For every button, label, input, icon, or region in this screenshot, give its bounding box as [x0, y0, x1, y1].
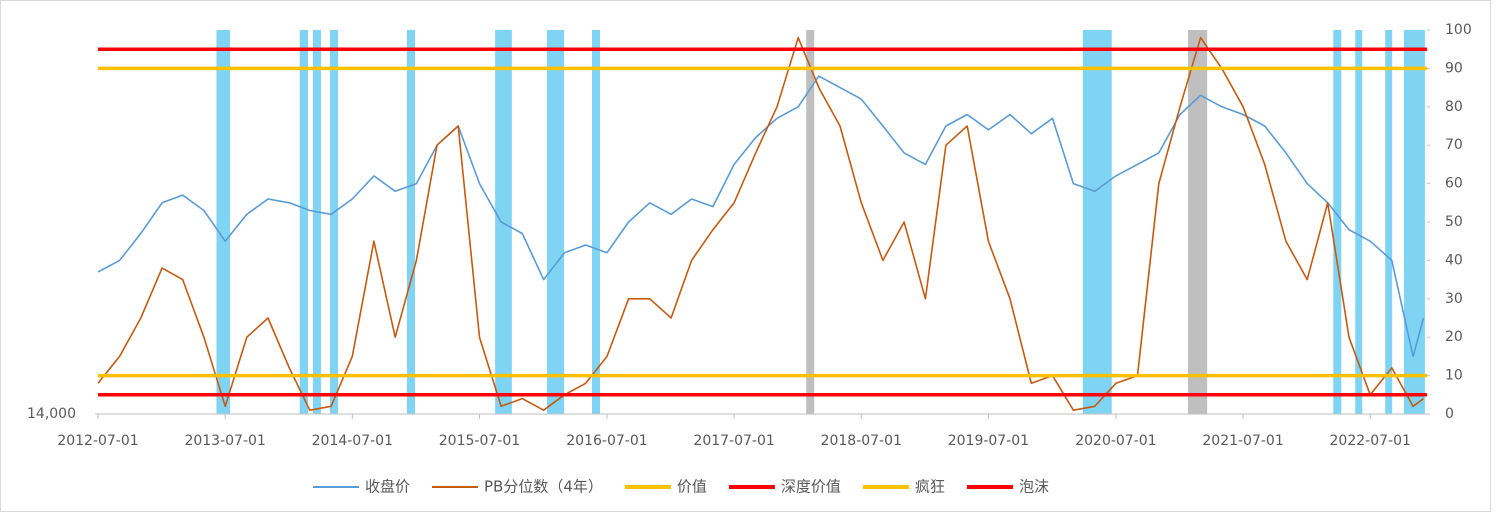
x-tick-label: 2016-07-01: [566, 433, 647, 449]
y2-tick-label: 20: [1445, 329, 1463, 345]
shaded-period: [216, 30, 231, 414]
y-tick-label: 14,000: [27, 406, 76, 422]
y2-tick-label: 50: [1445, 214, 1463, 230]
shaded-period: [1404, 30, 1425, 414]
shaded-period: [1188, 30, 1208, 414]
shaded-period: [406, 30, 416, 414]
shaded-period: [591, 30, 600, 414]
shaded-period: [312, 30, 321, 414]
y2-tick-label: 40: [1445, 252, 1463, 268]
legend-label: 疯狂: [915, 478, 945, 496]
shaded-period: [1333, 30, 1342, 414]
x-tick-label: 2013-07-01: [184, 433, 265, 449]
shaded-period: [299, 30, 309, 414]
x-tick-label: 2020-07-01: [1075, 433, 1156, 449]
x-tick-label: 2019-07-01: [948, 433, 1029, 449]
y2-tick-label: 60: [1445, 176, 1463, 192]
series-line: [97, 75, 1425, 358]
y2-tick-label: 70: [1445, 137, 1463, 153]
x-tick-label: 2014-07-01: [312, 433, 393, 449]
legend-label: 收盘价: [365, 478, 410, 496]
legend-label: 深度价值: [781, 478, 841, 496]
y2-tick-label: 0: [1445, 406, 1454, 422]
legend-label: 泡沫: [1019, 478, 1049, 496]
shaded-period: [547, 30, 565, 414]
y2-tick-label: 10: [1445, 368, 1463, 384]
series-line: [97, 36, 1424, 411]
legend-label: PB分位数（4年）: [484, 478, 603, 496]
x-tick-label: 2015-07-01: [439, 433, 520, 449]
shaded-period: [1082, 30, 1112, 414]
shaded-period: [330, 30, 339, 414]
y2-tick-label: 30: [1445, 291, 1463, 307]
y2-tick-label: 90: [1445, 60, 1463, 76]
shaded-period: [1385, 30, 1393, 414]
shaded-period: [806, 30, 815, 414]
x-tick-label: 2012-07-01: [57, 433, 138, 449]
y2-tick-label: 100: [1445, 22, 1472, 38]
x-tick-label: 2022-07-01: [1330, 433, 1411, 449]
y2-tick-label: 80: [1445, 99, 1463, 115]
legend-label: 价值: [677, 478, 707, 496]
x-tick-label: 2021-07-01: [1202, 433, 1283, 449]
x-tick-label: 2018-07-01: [821, 433, 902, 449]
shaded-period: [495, 30, 512, 414]
legend: 收盘价 PB分位数（4年） 价值 深度价值 疯狂 泡沫: [313, 478, 1049, 496]
x-tick-label: 2017-07-01: [693, 433, 774, 449]
shaded-period: [1355, 30, 1363, 414]
